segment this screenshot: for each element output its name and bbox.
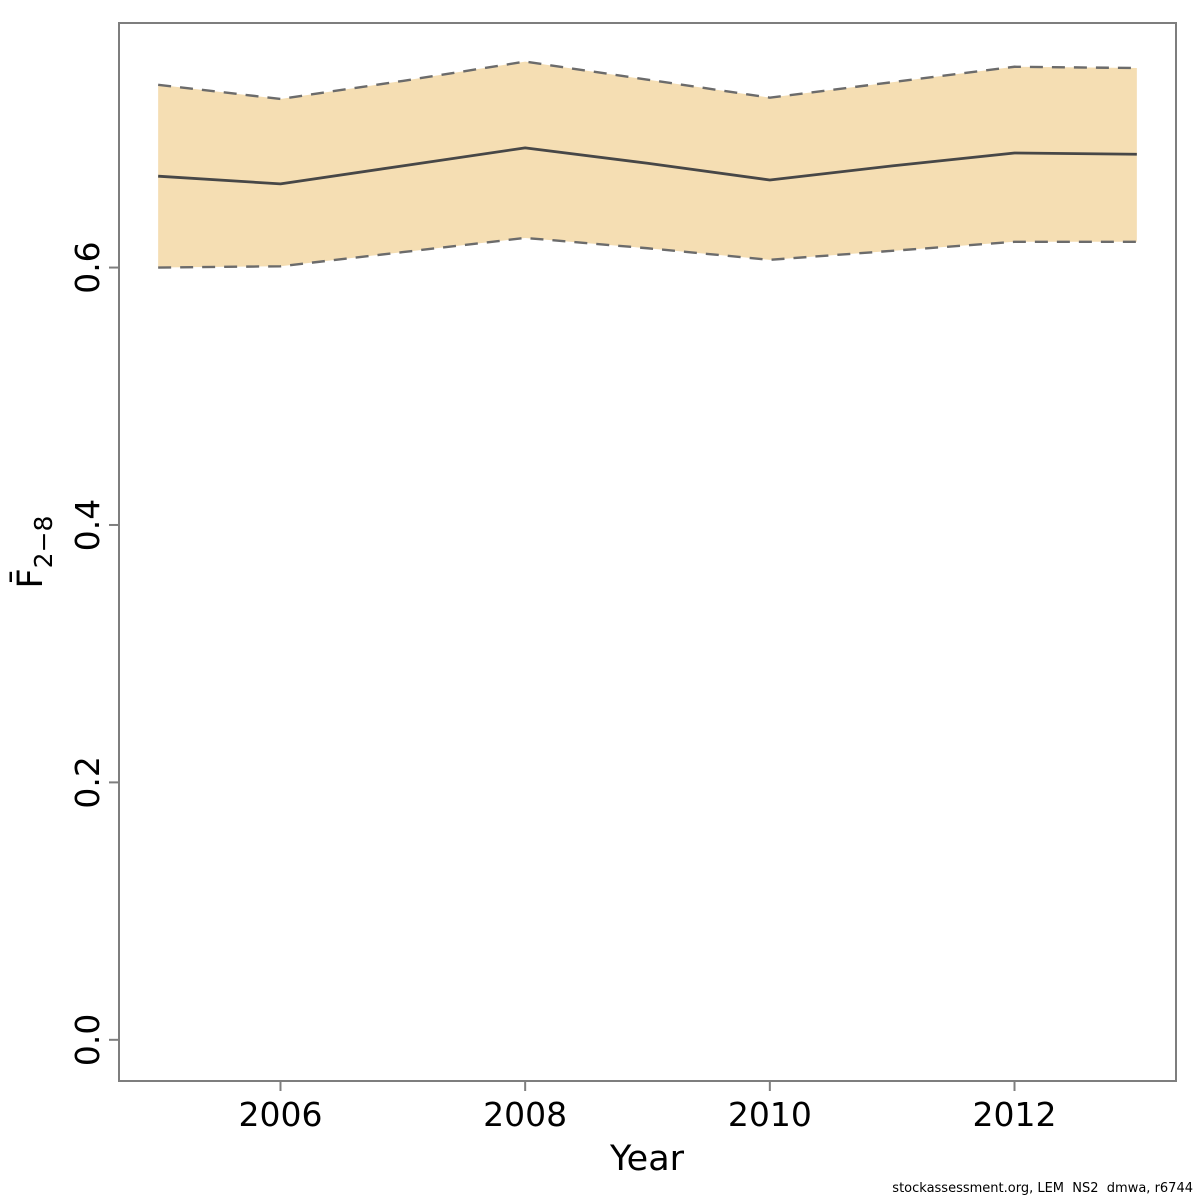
y-tick-label: 0.2 [68,756,107,808]
axis-frame-layer [118,22,1177,1082]
y-axis-title: F̄2−8 [9,516,58,589]
estimate-line [158,146,1137,186]
y-tick-label: 0.6 [68,241,107,293]
y-tick-label: 0.4 [68,499,107,551]
x-tick-label: 2008 [483,1095,567,1134]
x-tick-label: 2006 [238,1095,322,1134]
x-tick-label: 2012 [973,1095,1057,1134]
y-axis-title-subscript: 2−8 [29,516,58,569]
ci-lower-line [158,236,1137,269]
y-axis-title-main: F̄ [9,568,51,588]
y-tick-label: 0.0 [68,1014,107,1066]
footer-credit: stockassessment.org, LEM NS2 dmwa, r6744 [892,1181,1193,1196]
x-axis-title: Year [609,1139,685,1179]
series-layer [158,60,1137,269]
ci-upper-line [158,60,1137,101]
axis-tick-layer: 2006 2008 2010 2012 0.0 0.2 0.4 0.6 [68,241,1057,1134]
plot-border [118,22,1177,1082]
x-tick-label: 2010 [728,1095,812,1134]
